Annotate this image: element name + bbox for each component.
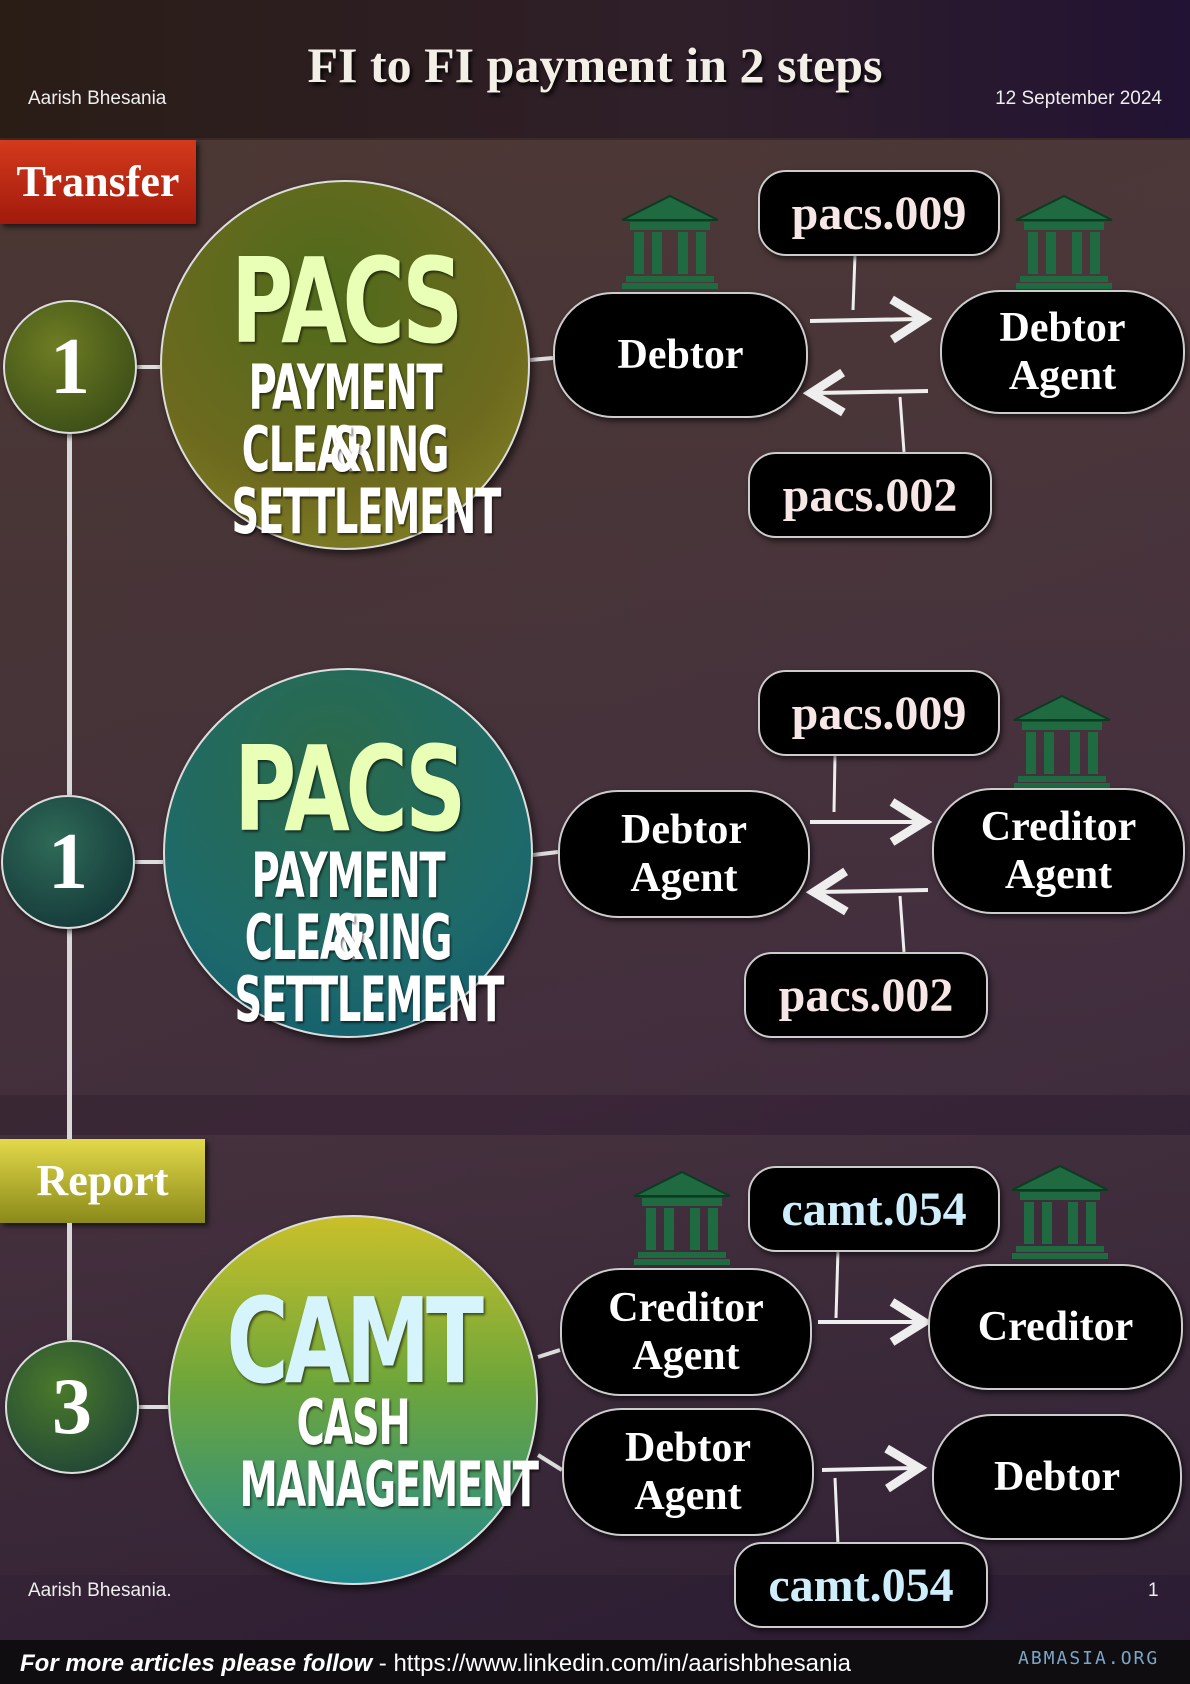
- transfer-ribbon: Transfer: [0, 140, 196, 224]
- pacs-circle-teal: PACS PAYMENT CLEARING & SETTLEMENT: [163, 668, 533, 1038]
- follow-text: For more articles please follow - https:…: [20, 1650, 851, 1678]
- party-label: Creditor: [977, 1303, 1134, 1350]
- party-label-line2: Agent: [1004, 852, 1113, 898]
- party-label-line1: Creditor: [980, 803, 1137, 850]
- bank-icon: [1011, 1164, 1109, 1259]
- follow-lead: For more articles please follow: [20, 1650, 373, 1677]
- party-debtor: Debtor: [553, 292, 808, 418]
- timeline-connector-3: [67, 1223, 72, 1340]
- party-label-line1: Debtor: [621, 806, 747, 853]
- bank-icon: [633, 1170, 731, 1265]
- watermark-logo-text: ABMASIA.ORG: [1018, 1648, 1160, 1669]
- party-debtor-agent: Debtor Agent: [940, 290, 1185, 414]
- party-debtor-agent: Debtor Agent: [562, 1408, 814, 1536]
- message-label: camt.054: [781, 1182, 967, 1236]
- circle-title: PACS: [230, 232, 463, 370]
- footer-bar: [0, 1640, 1190, 1684]
- party-label-line1: Debtor: [625, 1424, 751, 1471]
- message-bubble-camt054: camt.054: [734, 1542, 988, 1628]
- message-label: pacs.002: [778, 968, 954, 1022]
- party-label-line1: Creditor: [608, 1284, 764, 1331]
- party-creditor-agent: Creditor Agent: [560, 1268, 812, 1396]
- bank-icon: [621, 194, 719, 289]
- footer-author: Aarish Bhesania.: [28, 1580, 172, 1601]
- camt-circle: CAMT CASH MANAGEMENT: [168, 1215, 539, 1585]
- party-label-line1: Debtor: [999, 304, 1126, 351]
- header-bar: [0, 0, 1190, 138]
- report-ribbon: Report: [0, 1139, 205, 1223]
- page-title: FI to FI payment in 2 steps: [307, 37, 883, 93]
- author-name: Aarish Bhesania: [28, 88, 167, 109]
- step-number-circle: 1: [1, 795, 135, 929]
- message-label: pacs.009: [791, 686, 967, 740]
- message-label: pacs.009: [791, 186, 967, 240]
- party-label: Debtor: [994, 1453, 1120, 1500]
- message-bubble-pacs009: pacs.009: [758, 170, 1000, 256]
- message-bubble-camt054: camt.054: [748, 1166, 1000, 1252]
- circle-subtitle-line1: PAYMENT CLEARING: [241, 351, 450, 486]
- step-number-circle: 1: [3, 300, 137, 434]
- bank-icon: [1015, 194, 1113, 289]
- party-label-line2: Agent: [1008, 353, 1117, 399]
- party-creditor: Creditor: [928, 1264, 1183, 1390]
- page-number: 1: [1148, 1580, 1159, 1601]
- message-label: camt.054: [768, 1558, 954, 1612]
- follow-separator: -: [372, 1650, 394, 1677]
- pacs-circle-green: PACS PAYMENT CLEARING & SETTLEMENT: [160, 180, 530, 550]
- step-number-circle: 3: [5, 1340, 139, 1474]
- timeline-connector-2: [67, 929, 72, 1139]
- circle-title: PACS: [233, 720, 466, 858]
- party-debtor-agent: Debtor Agent: [558, 790, 810, 918]
- linkedin-link[interactable]: https://www.linkedin.com/in/aarishbhesan…: [393, 1650, 852, 1677]
- timeline-connector-1: [67, 434, 72, 795]
- message-bubble-pacs009: pacs.009: [758, 670, 1000, 756]
- circle-subtitle-line1: PAYMENT CLEARING: [244, 839, 453, 974]
- message-bubble-pacs002: pacs.002: [744, 952, 988, 1038]
- circle-title: CAMT: [226, 1272, 484, 1410]
- publish-date: 12 September 2024: [995, 88, 1162, 109]
- circle-subtitle-line2: & SETTLEMENT: [231, 413, 502, 548]
- party-label: Debtor: [617, 331, 744, 378]
- message-label: pacs.002: [782, 468, 958, 522]
- bank-icon: [1013, 694, 1111, 789]
- circle-subtitle-line2: & SETTLEMENT: [234, 901, 505, 1036]
- circle-subtitle-line2: MANAGEMENT: [239, 1448, 539, 1521]
- party-creditor-agent: Creditor Agent: [932, 788, 1185, 914]
- party-label-line2: Agent: [634, 1473, 742, 1519]
- circle-subtitle-line1: CASH: [296, 1386, 411, 1459]
- party-debtor: Debtor: [932, 1414, 1182, 1540]
- party-label-line2: Agent: [630, 855, 738, 901]
- party-label-line2: Agent: [632, 1333, 740, 1379]
- message-bubble-pacs002: pacs.002: [748, 452, 992, 538]
